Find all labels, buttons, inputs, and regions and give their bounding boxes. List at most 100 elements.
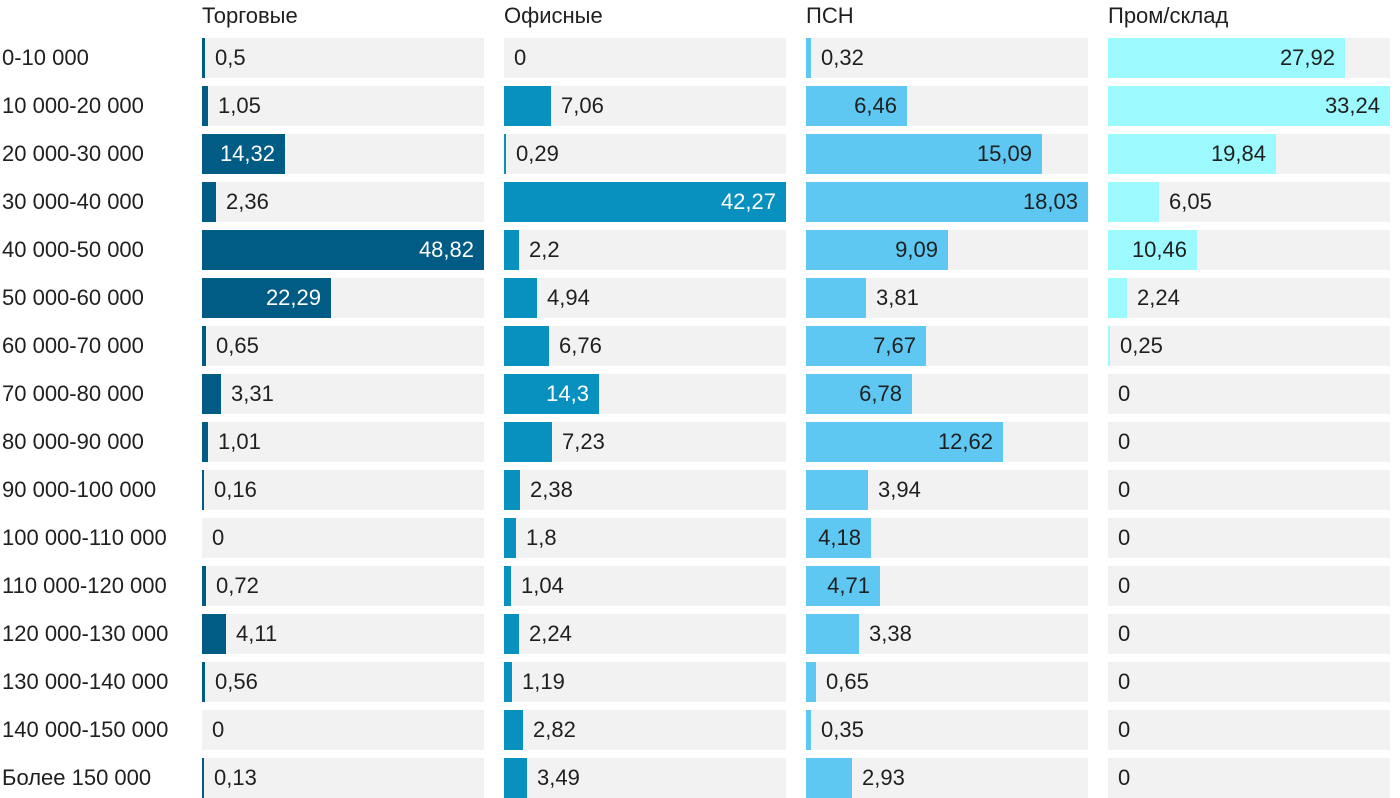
bar-track — [202, 422, 484, 462]
bar — [1108, 230, 1197, 270]
bar-track — [202, 662, 484, 702]
data-label: 4,18 — [818, 525, 861, 550]
data-label: 15,09 — [976, 141, 1032, 166]
bar — [806, 566, 880, 606]
row-label: 0-10 000 — [2, 45, 89, 70]
data-label: 0 — [1118, 477, 1131, 502]
data-label: 0,29 — [516, 141, 559, 166]
data-label: 3,81 — [876, 285, 919, 310]
bar — [202, 326, 206, 366]
data-label: 0 — [212, 525, 225, 550]
bar — [504, 182, 786, 222]
data-label: 4,11 — [236, 621, 278, 646]
bar-track — [1108, 566, 1390, 606]
bar — [806, 86, 907, 126]
bar-track — [1108, 374, 1390, 414]
bar — [504, 758, 527, 798]
data-label: 14,3 — [546, 381, 589, 406]
panel-title: ПСН — [806, 3, 854, 28]
bar-track — [504, 38, 786, 78]
data-label: 1,05 — [218, 93, 261, 118]
bar-track — [1108, 278, 1390, 318]
row-label: 30 000-40 000 — [2, 189, 144, 214]
data-label: 6,46 — [854, 93, 897, 118]
bar — [202, 662, 205, 702]
bar-track — [1108, 326, 1390, 366]
row-label: 20 000-30 000 — [2, 141, 144, 166]
bar — [202, 38, 205, 78]
bar-track — [202, 38, 484, 78]
bar — [504, 518, 516, 558]
bar-track — [202, 614, 484, 654]
data-label: 0,72 — [216, 573, 259, 598]
bar-track — [1108, 422, 1390, 462]
bar — [202, 758, 204, 798]
row-label: 90 000-100 000 — [2, 477, 157, 502]
data-label: 0,35 — [821, 717, 864, 742]
bar — [806, 326, 926, 366]
data-label: 48,82 — [418, 237, 474, 262]
bar — [504, 134, 506, 174]
bar — [202, 230, 484, 270]
bar — [202, 182, 216, 222]
bar — [202, 422, 208, 462]
bar — [1108, 278, 1127, 318]
bar-track — [202, 518, 484, 558]
bar — [504, 710, 523, 750]
bar-track — [806, 758, 1088, 798]
row-label: 10 000-20 000 — [2, 93, 144, 118]
bar — [202, 278, 331, 318]
data-label: 0,32 — [821, 45, 864, 70]
bar — [806, 374, 912, 414]
data-label: 0 — [1118, 621, 1131, 646]
bar-track — [202, 86, 484, 126]
bar-track — [504, 230, 786, 270]
bar — [806, 38, 811, 78]
data-label: 0,13 — [214, 765, 257, 790]
bar-track — [1108, 614, 1390, 654]
panel-title: Офисные — [504, 3, 603, 28]
data-label: 0,25 — [1120, 333, 1163, 358]
row-label: 80 000-90 000 — [2, 429, 144, 454]
data-label: 2,24 — [1137, 285, 1180, 310]
row-label: 60 000-70 000 — [2, 333, 144, 358]
bar-track — [504, 470, 786, 510]
data-label: 0,65 — [826, 669, 869, 694]
data-label: 10,46 — [1131, 237, 1187, 262]
data-label: 42,27 — [720, 189, 776, 214]
data-label: 7,23 — [562, 429, 605, 454]
data-label: 9,09 — [895, 237, 938, 262]
data-label: 14,32 — [219, 141, 275, 166]
bar — [806, 614, 859, 654]
bar-track — [504, 518, 786, 558]
bar — [806, 758, 852, 798]
bar-track — [504, 566, 786, 606]
bar-track — [1108, 710, 1390, 750]
bar-track — [504, 326, 786, 366]
row-label: 130 000-140 000 — [2, 669, 169, 694]
bar-track — [202, 758, 484, 798]
bar — [202, 470, 204, 510]
bar — [202, 566, 206, 606]
bar-track — [202, 326, 484, 366]
bar — [806, 182, 1088, 222]
data-label: 3,38 — [869, 621, 912, 646]
bar — [504, 86, 551, 126]
bar-track — [504, 86, 786, 126]
bar-track — [202, 470, 484, 510]
bar-track — [202, 182, 484, 222]
bar-track — [202, 710, 484, 750]
bar-track — [1108, 470, 1390, 510]
row-label: 140 000-150 000 — [2, 717, 169, 742]
data-label: 4,94 — [547, 285, 590, 310]
bar — [202, 86, 208, 126]
bar-track — [504, 278, 786, 318]
data-label: 0 — [1118, 669, 1131, 694]
data-label: 0,5 — [215, 45, 246, 70]
data-label: 6,78 — [859, 381, 902, 406]
bar — [806, 278, 866, 318]
data-label: 0 — [212, 717, 225, 742]
row-label: 100 000-110 000 — [2, 525, 167, 550]
row-label: 110 000-120 000 — [2, 573, 167, 598]
